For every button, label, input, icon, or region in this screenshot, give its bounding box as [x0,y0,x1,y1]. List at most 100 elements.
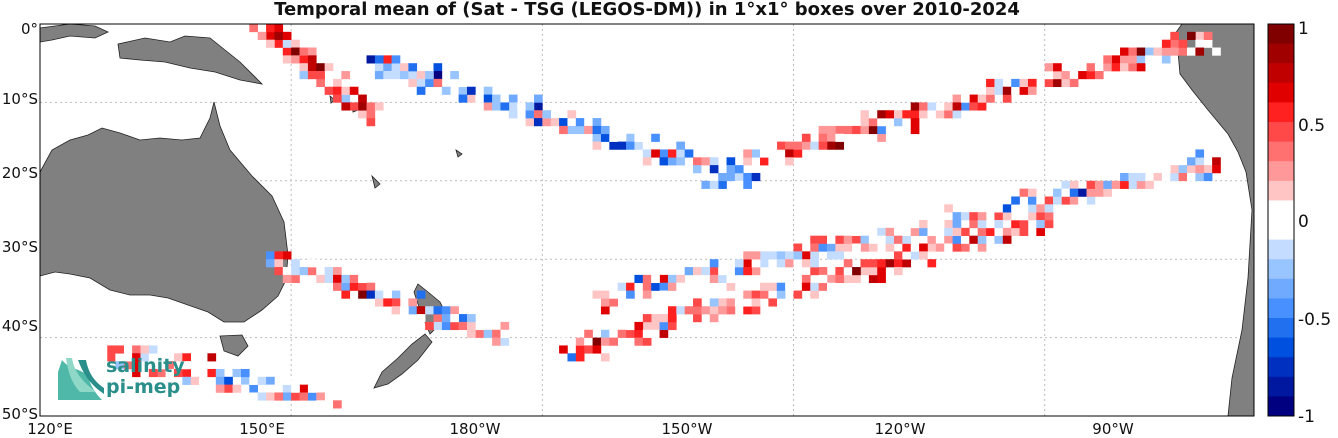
data-cell [1078,188,1087,197]
data-cell [1136,63,1146,72]
data-cell [1069,78,1079,88]
data-cell [960,212,970,221]
data-cell [944,220,953,229]
data-cell [173,361,183,370]
data-cell [634,282,644,291]
data-cell [651,133,660,142]
data-cell [626,282,635,291]
data-cell [282,47,292,56]
data-cell [1103,63,1112,72]
data-cell [249,376,258,385]
data-cell [843,274,853,284]
y-tick-label: 50°S [2,405,38,423]
data-cell [383,63,392,72]
data-cell [793,149,803,158]
data-cell [994,220,1004,229]
data-cell [1161,47,1171,56]
y-tick-label: 10°S [2,90,38,108]
data-cell [701,165,711,174]
data-cell [274,31,284,40]
data-cell [349,86,359,95]
data-cell [106,345,116,354]
data-cell [383,290,392,299]
data-cell [944,235,953,244]
data-cell [299,267,309,276]
data-cell [1036,204,1045,213]
data-cell [475,321,485,331]
data-cell [274,251,284,260]
data-cell [1111,63,1121,72]
data-cell [726,274,736,284]
data-cell [768,141,778,150]
data-cell [852,274,861,284]
data-cell [793,282,803,291]
data-cell [1120,180,1129,189]
data-cell [391,71,401,80]
data-cell [986,227,995,236]
data-cell [1019,86,1029,95]
data-cell [944,102,953,111]
data-cell [827,125,836,135]
data-cell [726,298,736,307]
data-cell [1103,55,1112,64]
data-cell [743,290,752,299]
colorbar-segment [1268,200,1294,221]
data-cell [1053,63,1062,72]
data-cell [458,78,468,88]
data-cell [810,290,819,299]
data-cell [835,235,845,244]
data-cell [1128,180,1138,189]
data-cell [935,118,945,127]
logo-line2: pi-mep [106,376,180,398]
colorbar-segment [1268,122,1294,143]
data-cell [1019,220,1029,229]
data-cell [215,368,225,378]
data-cell [1061,196,1071,205]
data-cell [366,110,376,119]
data-cell [1145,172,1154,182]
data-cell [893,118,903,127]
data-cell [852,235,861,244]
data-cell [341,102,351,111]
data-cell [1212,157,1221,166]
data-cell [927,94,937,103]
data-cell [651,274,660,284]
data-cell [249,384,258,393]
data-cell [508,94,518,103]
data-cell [1086,180,1096,189]
data-cell [1069,196,1079,205]
data-cell [500,94,510,103]
data-cell [634,329,644,338]
data-cell [1002,86,1012,95]
data-cell [868,235,878,244]
data-cell [709,267,719,276]
data-cell [1136,180,1146,189]
data-cell [257,31,267,40]
data-cell [475,94,485,103]
data-cell [617,141,627,150]
data-cell [977,235,987,244]
data-cell [466,321,476,331]
data-cell [617,133,627,142]
data-cell [1161,55,1171,64]
data-cell [693,298,702,307]
data-cell [282,384,292,393]
data-cell [701,306,711,315]
data-cell [358,274,367,284]
data-cell [885,259,895,268]
data-cell [952,243,962,252]
data-cell [944,227,953,236]
data-cell [760,251,769,260]
data-cell [651,314,660,323]
data-cell [1061,78,1071,88]
data-cell [441,321,451,331]
data-cell [274,384,284,393]
data-cell [1120,172,1129,182]
data-cell [801,282,811,291]
data-cell [584,118,593,127]
data-cell [1011,86,1020,95]
data-cell [266,39,275,48]
data-cell [433,78,443,88]
data-cell [751,306,761,315]
